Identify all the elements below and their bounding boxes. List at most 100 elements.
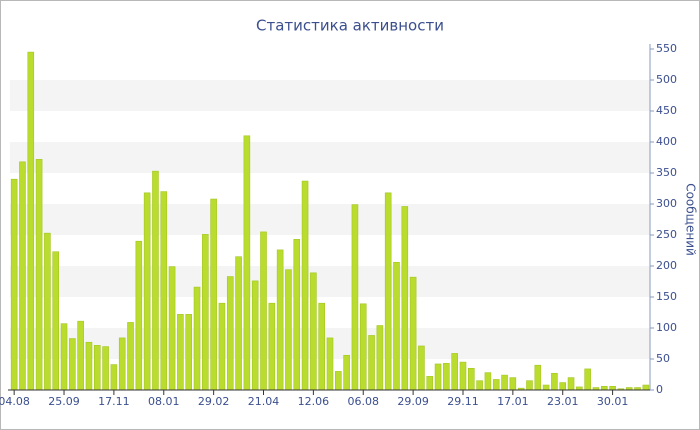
bar	[160, 191, 168, 391]
bar	[218, 302, 226, 391]
bar	[401, 206, 409, 391]
bar	[143, 192, 151, 391]
bar	[318, 302, 325, 391]
bar	[202, 234, 209, 391]
bar	[418, 345, 425, 391]
bar	[102, 346, 109, 391]
bar	[193, 286, 201, 391]
bar	[642, 384, 650, 391]
bar	[426, 376, 434, 391]
bar	[152, 170, 159, 391]
x-tick-label: 29.09	[397, 395, 429, 408]
bar	[351, 204, 359, 391]
bar	[468, 367, 475, 391]
bar	[77, 320, 84, 391]
bar	[376, 325, 384, 391]
bar	[27, 51, 35, 391]
y-axis-label: Сообщений	[684, 183, 698, 256]
bar	[476, 380, 483, 391]
grid-band	[10, 80, 650, 111]
bar	[69, 338, 76, 391]
bar	[52, 251, 60, 391]
bar	[600, 385, 608, 391]
x-tick-label: 21.04	[248, 395, 280, 408]
bar	[335, 371, 342, 391]
bar	[185, 314, 192, 391]
bar	[285, 269, 292, 391]
bar	[567, 377, 575, 391]
bar	[127, 322, 134, 391]
bar	[93, 345, 101, 391]
x-tick-label: 17.11	[98, 395, 130, 408]
y-tick-label: 50	[656, 352, 670, 365]
x-tick-label: 29.02	[198, 395, 230, 408]
bar	[310, 272, 317, 391]
bar	[135, 240, 143, 391]
bar	[268, 302, 276, 391]
grid-band	[10, 142, 650, 173]
bar	[260, 231, 267, 391]
bar	[243, 135, 251, 391]
x-tick-label: 30.01	[597, 395, 629, 408]
bar	[542, 384, 550, 391]
y-tick-label: 550	[656, 42, 677, 55]
x-tick-label: 12.06	[298, 395, 330, 408]
bar	[368, 335, 375, 391]
y-tick-label: 450	[656, 104, 677, 117]
x-tick-label: 08.01	[148, 395, 180, 408]
bar	[168, 266, 176, 391]
bar	[326, 337, 334, 391]
bar	[434, 363, 442, 391]
bar	[276, 249, 284, 391]
bar	[559, 382, 567, 391]
bar	[501, 374, 508, 391]
bar	[44, 232, 51, 391]
bar	[393, 261, 400, 391]
bar	[534, 364, 542, 391]
grid-band	[10, 266, 650, 297]
bar	[177, 314, 184, 391]
bar	[484, 372, 492, 391]
bar	[492, 379, 500, 391]
bar	[35, 159, 43, 391]
x-tick-label: 06.08	[347, 395, 379, 408]
y-tick-label: 200	[656, 259, 677, 272]
bar	[451, 353, 458, 391]
bar	[301, 180, 309, 391]
y-tick-label: 100	[656, 321, 677, 334]
x-tick-label: 17.01	[497, 395, 529, 408]
bar	[210, 198, 217, 391]
bar	[226, 276, 234, 391]
bar	[509, 377, 517, 391]
bar	[19, 161, 26, 391]
bar	[293, 239, 301, 391]
x-tick-label: 23.01	[547, 395, 579, 408]
y-tick-label: 150	[656, 290, 677, 303]
bar	[443, 363, 450, 391]
grid-band	[10, 204, 650, 235]
bar	[409, 276, 417, 391]
bar	[343, 354, 350, 391]
chart-title: Статистика активности	[256, 17, 444, 35]
y-tick-label: 300	[656, 197, 677, 210]
bar	[251, 280, 259, 391]
bar	[359, 303, 367, 391]
y-tick-label: 250	[656, 228, 677, 241]
bar	[584, 368, 591, 391]
y-tick-label: 400	[656, 135, 677, 148]
bar	[118, 337, 126, 391]
bar	[110, 364, 118, 391]
x-tick-label: 04.08	[0, 395, 30, 408]
y-tick-label: 500	[656, 73, 677, 86]
bar	[60, 323, 68, 391]
bar	[459, 361, 467, 391]
bar	[551, 372, 558, 391]
bar	[384, 192, 392, 391]
bar	[526, 380, 533, 391]
bar	[235, 256, 242, 391]
y-tick-label: 350	[656, 166, 677, 179]
bar	[609, 385, 616, 391]
x-tick-label: 25.09	[48, 395, 80, 408]
y-tick-label: 0	[656, 383, 663, 396]
x-tick-label: 29.11	[447, 395, 479, 408]
